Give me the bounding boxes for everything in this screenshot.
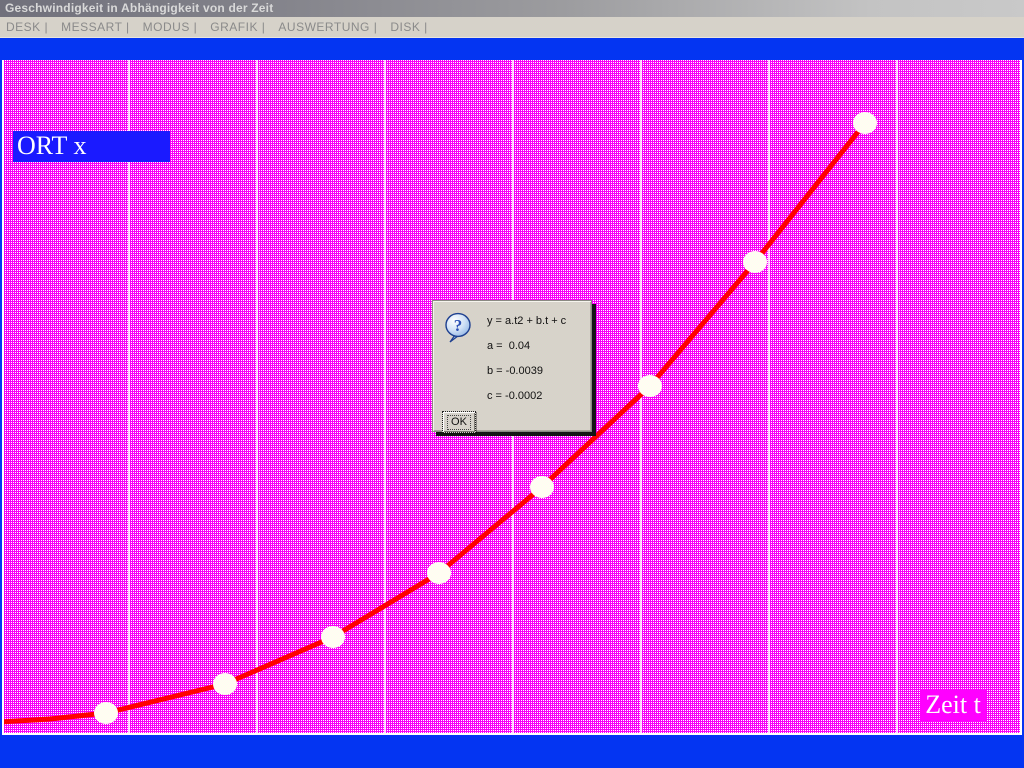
- ok-button[interactable]: OK: [442, 411, 476, 433]
- top-blue-bar: [0, 38, 1024, 60]
- menu-item-messart[interactable]: MESSART |: [61, 20, 130, 34]
- window-title: Geschwindigkeit in Abhängigkeit von der …: [5, 1, 274, 15]
- menu-item-grafik[interactable]: GRAFIK |: [210, 20, 266, 34]
- ok-button-label: OK: [447, 414, 471, 430]
- svg-text:?: ?: [454, 316, 463, 335]
- title-bar: Geschwindigkeit in Abhängigkeit von der …: [0, 0, 1024, 17]
- y-axis-label: ORT x: [13, 131, 170, 162]
- x-axis-label: Zeit t: [920, 689, 986, 722]
- menu-item-auswertung[interactable]: AUSWERTUNG |: [278, 20, 378, 34]
- fit-equation: y = a.t2 + b.t + c: [487, 315, 567, 327]
- fit-results: y = a.t2 + b.t + c a = 0.04 b = -0.0039 …: [487, 309, 566, 409]
- fit-result-dialog: ? y = a.t2 + b.t + c a = 0.04 b = -0.003…: [432, 300, 592, 433]
- menu-item-modus[interactable]: MODUS |: [142, 20, 198, 34]
- menu-item-disk[interactable]: DISK |: [390, 20, 428, 34]
- fit-param-c: c = -0.0002: [487, 390, 543, 402]
- fit-param-a: a = 0.04: [487, 340, 531, 352]
- menu-item-desk[interactable]: DESK |: [6, 20, 49, 34]
- menu-bar: DESK | MESSART | MODUS | GRAFIK | AUSWER…: [0, 17, 1024, 38]
- question-bubble-icon: ?: [445, 312, 471, 343]
- bottom-blue-bar: [0, 735, 1024, 768]
- fit-param-b: b = -0.0039: [487, 365, 543, 377]
